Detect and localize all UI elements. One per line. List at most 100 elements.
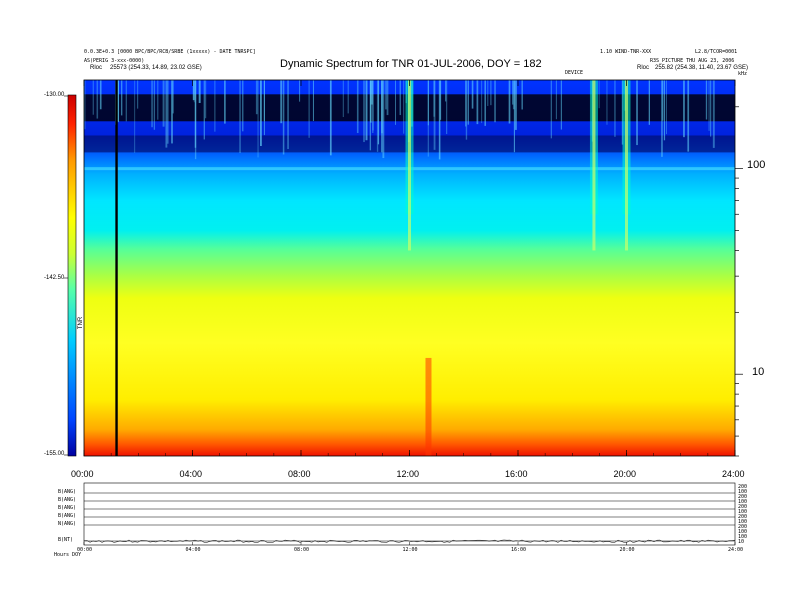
striation: [508, 80, 511, 124]
panel-label: B(ANG): [58, 513, 77, 519]
striation: [287, 80, 289, 150]
striation: [259, 80, 262, 146]
panel-right-tick: 100: [738, 519, 748, 525]
striation: [465, 80, 467, 127]
striation: [446, 80, 448, 135]
striation: [372, 80, 374, 133]
striation: [712, 80, 715, 148]
striation: [512, 80, 515, 110]
x-tick-label: 24:00: [722, 469, 745, 479]
striation: [513, 80, 515, 153]
striation: [427, 80, 429, 126]
striation: [125, 80, 127, 122]
striation: [194, 80, 197, 148]
striation: [427, 80, 429, 157]
striation: [365, 80, 368, 141]
burst-core: [408, 80, 411, 251]
striation: [705, 80, 708, 120]
x-tick-label: 04:00: [179, 469, 203, 479]
panel-right-tick: 200: [738, 484, 748, 490]
striation: [560, 80, 562, 130]
striation: [203, 80, 205, 140]
striation: [137, 80, 139, 109]
striation: [708, 80, 710, 131]
panel-right-tick: 200: [738, 524, 748, 530]
striation: [329, 80, 332, 156]
striation: [381, 80, 383, 153]
striation: [438, 80, 441, 160]
low-freq-burst: [425, 357, 432, 456]
striation: [555, 80, 557, 120]
panel-footer: Hours DOY: [54, 552, 82, 558]
header-right-line2: L2.8/TCOR=0001: [695, 49, 738, 55]
striation: [280, 80, 283, 124]
striation: [166, 80, 169, 144]
header-right-rloc-label: Rloc: [637, 65, 650, 71]
striation: [683, 80, 685, 138]
striation: [386, 80, 389, 116]
panel-label: N(ANG): [58, 521, 77, 527]
colorbar-tick-bottom: -155.00: [44, 451, 65, 457]
panel-right-tick: 200: [738, 494, 748, 500]
panel-right-tick: 10: [738, 539, 745, 545]
striation: [162, 80, 165, 127]
striation: [153, 80, 156, 130]
header-device-tag: DEVICE: [565, 70, 584, 76]
striation: [84, 80, 86, 130]
header-left-line1: 0.0.3E+0.3 [0000 BPC/BPC/RCB/SRBE (1xxxx…: [84, 49, 256, 55]
striation: [598, 80, 600, 109]
striation: [312, 80, 314, 122]
striation: [214, 80, 216, 132]
x-axis: [83, 80, 736, 456]
panel-label: B(NT): [58, 537, 74, 543]
striation: [606, 80, 608, 125]
vertical-marker: [115, 80, 118, 456]
striation: [192, 80, 195, 101]
striation: [636, 80, 638, 146]
striation: [120, 80, 123, 116]
header-right-line3: R3S_PICTURE THU AUG 23, 2006: [650, 58, 735, 64]
striation: [514, 80, 517, 130]
striation: [663, 80, 666, 141]
y-axis: [735, 106, 743, 457]
panel-label: B(ANG): [58, 497, 77, 503]
striation: [117, 80, 119, 122]
striation: [376, 80, 379, 152]
x-tick-label: 20:00: [613, 469, 637, 479]
burst-core: [625, 80, 628, 251]
header-right-line1: 1.10 WIND-TNR-XXX: [600, 49, 652, 55]
striation: [165, 80, 168, 148]
striation: [255, 80, 258, 115]
striation: [395, 80, 397, 125]
striation: [550, 80, 552, 139]
striation: [687, 80, 690, 152]
striation: [471, 80, 474, 109]
panel-right-tick: 200: [738, 504, 748, 510]
panel-label: B(ANG): [58, 505, 77, 511]
striation: [381, 80, 383, 134]
striation: [308, 80, 310, 138]
panel-right-tick: 100: [738, 499, 748, 505]
lower-panels: [83, 492, 736, 545]
striation: [299, 80, 301, 102]
striation: [263, 80, 265, 136]
spectrogram-features: [84, 80, 735, 456]
header-right-rloc-value: 255.82 (254.38, 11.40, 23.67 GSE): [655, 65, 748, 71]
striation: [476, 80, 479, 125]
striation: [403, 80, 405, 134]
panel-right-tick: 100: [738, 489, 748, 495]
panel-trace-wiggle: [83, 539, 736, 543]
header-left-line2: AS(PERIG 3-xxx-0000): [84, 58, 145, 64]
striation: [92, 80, 94, 115]
panel-x-tick-label: 04:00: [185, 547, 201, 553]
striation: [433, 80, 435, 117]
striation: [157, 80, 159, 120]
striation: [171, 80, 173, 144]
striation: [614, 80, 616, 137]
chart-title: Dynamic Spectrum for TNR 01-JUL-2006, DO…: [280, 58, 542, 70]
striation: [661, 80, 663, 157]
striation: [134, 80, 136, 153]
striation: [648, 80, 650, 125]
y-tick-100: 100: [747, 159, 766, 171]
